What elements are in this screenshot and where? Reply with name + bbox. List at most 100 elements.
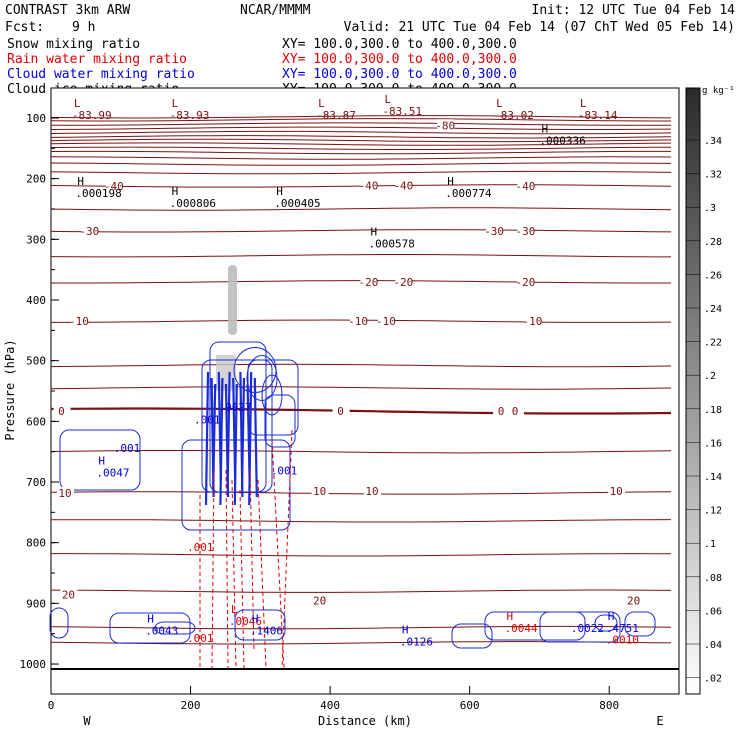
x-end-label-east: E	[656, 714, 663, 728]
isotherm-label: -80	[435, 119, 455, 132]
isotherm-label-bg	[625, 594, 643, 606]
isotherm-line	[50, 130, 672, 135]
isotherm-line	[50, 122, 671, 126]
colorbar-tick-label: .14	[704, 472, 722, 483]
isotherm-label: 10	[313, 485, 326, 498]
extremum-value: .000774	[445, 187, 492, 200]
valid-time: Valid: 21 UTC Tue 04 Feb 14 (07 ChT Wed …	[344, 20, 735, 35]
cloudwater-contour	[49, 607, 69, 639]
isotherm-label: 0	[512, 405, 519, 418]
extremum-marker: L	[580, 97, 587, 110]
y-tick-label: 600	[26, 415, 46, 428]
cloudwater-contour	[154, 621, 196, 635]
colorbar-tick-label: .02	[704, 674, 722, 685]
isotherm-label: -20	[359, 276, 379, 289]
extremum-marker: H	[77, 175, 84, 188]
colorbar-tick-label: .06	[704, 606, 722, 617]
extremum-marker: L	[318, 97, 325, 110]
isotherm-label-bg	[105, 179, 123, 191]
field-name-2: Cloud water mixing ratio	[7, 67, 195, 82]
isotherm-label: -30	[516, 225, 536, 238]
field-xy-1: XY= 100.0,300.0 to 400.0,300.0	[282, 52, 517, 67]
extremum-value: .000198	[75, 187, 121, 200]
y-tick-label: 1000	[20, 658, 47, 671]
isotherm-label: -40	[104, 180, 124, 193]
isotherm-label-bg	[608, 485, 626, 497]
cloudwater-core	[219, 377, 224, 506]
isotherm-label-bg	[350, 315, 368, 327]
colorbar-tick-label: .08	[704, 573, 722, 584]
isotherm-label-bg	[363, 485, 381, 497]
extremum-marker: H	[402, 623, 409, 636]
isotherm-label: 0	[498, 405, 505, 418]
cloudwater-contour	[624, 611, 656, 637]
colorbar-tick-label: .34	[704, 136, 722, 147]
isotherm-label-bg	[437, 119, 455, 131]
ice-shade	[216, 355, 236, 391]
cloudwater-contour	[246, 355, 278, 401]
field-xy-0: XY= 100.0,300.0 to 400.0,300.0	[282, 37, 517, 52]
isotherm-line	[50, 162, 672, 166]
y-tick-label: 500	[26, 355, 46, 368]
isotherm-label: 0	[58, 405, 65, 418]
isotherm-label: -40	[359, 179, 379, 192]
colorbar-tick-label: .22	[704, 338, 722, 349]
extremum-value: -83.99	[72, 109, 112, 122]
snow-plume	[228, 265, 237, 335]
isotherm-label-bg	[70, 315, 88, 327]
extremum-value: .0010	[606, 634, 639, 647]
x-end-label-west: W	[83, 714, 91, 728]
center-name: NCAR/MMMM	[240, 3, 311, 18]
isotherm-label-bg	[311, 485, 329, 497]
extremum-marker: H	[447, 175, 454, 188]
y-axis-label: Pressure (hPa)	[3, 339, 17, 440]
isotherm-line	[50, 156, 672, 160]
isotherm-label: 10	[58, 487, 71, 500]
extremum-marker: H	[608, 610, 615, 623]
extremum-marker: H	[507, 610, 514, 623]
colorbar-ticks: .34 .32 .3 .28 .26 .24 .22 .2 .18 .16 .14 .12 .1 .08.…	[686, 136, 722, 685]
extremum-value: -83.87	[316, 109, 356, 122]
isotherm-label-bg	[377, 315, 395, 327]
colorbar-unit: g kg⁻¹	[702, 86, 735, 96]
isotherm-line	[50, 207, 672, 211]
y-tick-label: 200	[26, 173, 46, 186]
extremum-value: -83.51	[382, 105, 422, 118]
isotherm-line	[50, 519, 672, 523]
cloudwater-core	[248, 371, 253, 506]
cloudwater-contour	[201, 359, 273, 493]
rainwater-contour	[257, 479, 267, 669]
colorbar-tick-label: .32	[704, 170, 722, 181]
colorbar-tick-label: .1	[704, 539, 716, 550]
extremum-value: .0044	[505, 622, 538, 635]
isotherm-label: 20	[62, 588, 75, 601]
colorbar: g kg⁻¹ .34 .32 .3 .28 .26 .24 .22 .2 .18 .16 .14 .1…	[685, 86, 735, 695]
colorbar-tick-label: .26	[704, 270, 722, 281]
extremum-value: .9027	[218, 401, 251, 414]
rainwater-contour	[249, 469, 255, 651]
extrema-labels: -80-40 -40 -40 -40-30 -30 -30-20 -20 -20-10 -10-…	[53, 93, 643, 648]
colorbar-tick-label: .12	[704, 506, 722, 517]
extremum-value: .1406	[250, 624, 283, 637]
isotherm-label: -10	[376, 315, 396, 328]
cloudwater-contour	[261, 374, 283, 416]
x-tick-label: 400	[320, 699, 340, 712]
isotherm-label: -20	[516, 276, 536, 289]
colorbar-tick-label: .24	[704, 304, 722, 315]
cloudwater-contour	[264, 394, 296, 448]
cloudwater-contour	[594, 614, 618, 632]
isotherm-label-bg	[60, 588, 78, 600]
isotherm-line	[50, 363, 672, 368]
extremum-value: .0126	[400, 635, 433, 648]
fcst-value: 9 h	[72, 20, 95, 35]
field-xy-2: XY= 100.0,300.0 to 400.0,300.0	[282, 67, 517, 82]
extremum-value: .0043	[145, 624, 178, 637]
isotherm-label-bg	[507, 405, 525, 417]
colorbar-gradient	[685, 87, 701, 695]
isotherm-label-bg	[81, 224, 99, 236]
extremum-value: .000336	[539, 134, 585, 147]
extremum-value: .001	[114, 442, 141, 455]
extremum-marker: H	[98, 455, 105, 468]
isotherm-label: -40	[393, 179, 413, 192]
